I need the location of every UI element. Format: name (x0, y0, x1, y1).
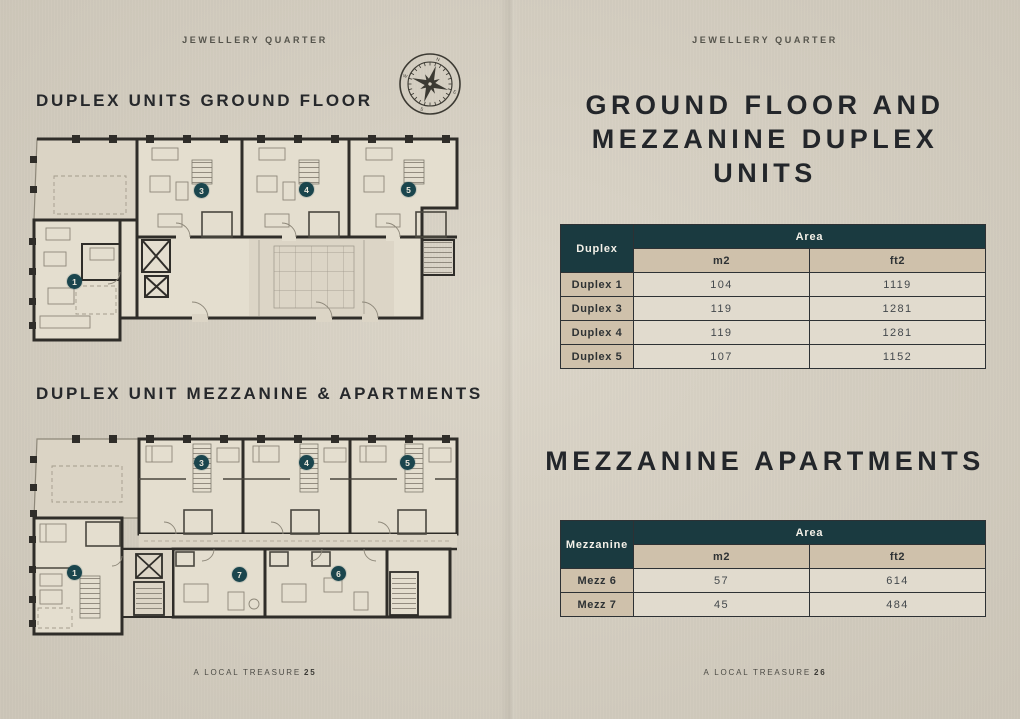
footer-text: A LOCAL TREASURE (703, 668, 811, 677)
row-label: Duplex 1 (560, 272, 634, 297)
unit-marker: 5 (401, 182, 416, 197)
unit-marker: 7 (232, 567, 247, 582)
col-header-ft2: ft2 (809, 544, 986, 569)
ft2-value: 1152 (809, 344, 986, 369)
m2-value: 104 (633, 272, 810, 297)
svg-text:E: E (453, 89, 457, 95)
right-page-header: JEWELLERY QUARTER (692, 35, 838, 45)
ground-floor-plan-drawing (29, 135, 459, 342)
mezzanine-apartments-title: MEZZANINE APARTMENTS (545, 446, 985, 476)
table-corner-header: Mezzanine (560, 520, 634, 569)
duplex-area-table: Duplex Area m2 ft2 Duplex 1 104 1119 Dup… (560, 224, 986, 369)
ft2-value: 1281 (809, 296, 986, 321)
svg-text:W: W (402, 73, 408, 79)
page-number: 26 (814, 668, 827, 677)
ground-floor-plan-title: DUPLEX UNITS GROUND FLOOR (36, 91, 373, 110)
mezzanine-plan: 3 4 5 1 7 6 (24, 426, 480, 654)
m2-value: 57 (633, 568, 810, 593)
table-row: Duplex 4 119 1281 (560, 320, 986, 345)
unit-marker: 4 (299, 455, 314, 470)
table-row: Mezz 6 57 614 (560, 568, 986, 593)
area-header: Area (633, 224, 986, 249)
col-header-m2: m2 (633, 544, 810, 569)
row-label: Mezz 6 (560, 568, 634, 593)
col-header-ft2: ft2 (809, 248, 986, 273)
table-row: Mezz 7 45 484 (560, 592, 986, 617)
ft2-value: 1281 (809, 320, 986, 345)
unit-marker: 3 (194, 183, 209, 198)
ground-floor-plan: 3 4 5 1 (24, 120, 480, 370)
right-page-footer: A LOCAL TREASURE 26 (510, 668, 1020, 677)
left-page-footer: A LOCAL TREASURE 25 (0, 668, 510, 677)
ft2-value: 614 (809, 568, 986, 593)
svg-text:N: N (436, 56, 441, 62)
unit-marker: 4 (299, 182, 314, 197)
mezzanine-area-table: Mezzanine Area m2 ft2 Mezz 6 57 614 Mezz… (560, 520, 986, 617)
unit-marker: 3 (194, 455, 209, 470)
area-header: Area (633, 520, 986, 545)
table-corner-header: Duplex (560, 224, 634, 273)
row-label: Mezz 7 (560, 592, 634, 617)
m2-value: 45 (633, 592, 810, 617)
compass-ticks (407, 61, 453, 107)
right-page-title: GROUND FLOOR AND MEZZANINE DUPLEX UNITS (585, 90, 945, 188)
ft2-value: 484 (809, 592, 986, 617)
col-header-m2: m2 (633, 248, 810, 273)
unit-marker: 1 (67, 274, 82, 289)
m2-value: 119 (633, 320, 810, 345)
compass-letters: N E S W (402, 56, 457, 112)
m2-value: 119 (633, 296, 810, 321)
ft2-value: 1119 (809, 272, 986, 297)
compass-star (411, 65, 449, 103)
unit-marker: 5 (400, 455, 415, 470)
left-page-header: JEWELLERY QUARTER (182, 35, 328, 45)
compass-rose-icon: N E S W (399, 53, 461, 115)
unit-marker: 1 (67, 565, 82, 580)
unit-marker: 6 (331, 566, 346, 581)
footer-text: A LOCAL TREASURE (193, 668, 301, 677)
row-label: Duplex 3 (560, 296, 634, 321)
table-row: Duplex 1 104 1119 (560, 272, 986, 297)
row-label: Duplex 4 (560, 320, 634, 345)
table-row: Duplex 5 107 1152 (560, 344, 986, 369)
mezzanine-plan-title: DUPLEX UNIT MEZZANINE & APARTMENTS (36, 384, 483, 403)
page-number: 25 (304, 668, 317, 677)
table-row: Duplex 3 119 1281 (560, 296, 986, 321)
m2-value: 107 (633, 344, 810, 369)
svg-text:S: S (420, 106, 424, 112)
row-label: Duplex 5 (560, 344, 634, 369)
